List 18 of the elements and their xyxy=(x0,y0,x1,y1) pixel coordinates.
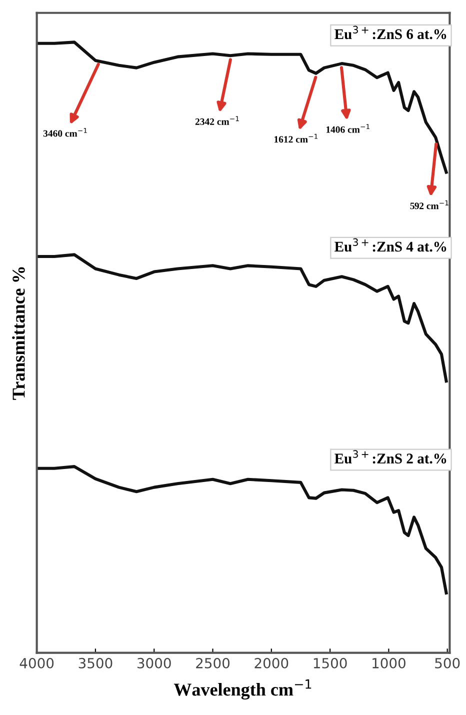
x-tick-label: 1500 xyxy=(314,658,347,668)
x-axis-title: Wavelength cm$^{−1}$ xyxy=(174,679,312,700)
x-tick-label: 1000 xyxy=(372,658,406,668)
series-label: Eu$^{3+}$:ZnS 2 at.% xyxy=(334,450,446,464)
x-tick-label: 3000 xyxy=(137,658,171,668)
annotation: 1406 cm$^{−1}$ xyxy=(326,124,370,133)
x-tick-label: 3500 xyxy=(78,658,112,668)
annotation: 2342 cm$^{−1}$ xyxy=(195,116,239,125)
y-axis-title: Transmittance % xyxy=(12,267,25,400)
annotation: 3460 cm$^{−1}$ xyxy=(43,128,87,137)
annotation: 592 cm$^{−1}$ xyxy=(410,200,448,210)
x-tick-label: 500 xyxy=(435,658,460,668)
x-tick-label: 4000 xyxy=(20,658,54,668)
annotation: 1612 cm$^{−1}$ xyxy=(274,134,318,143)
x-tick-label: 2500 xyxy=(196,658,230,668)
series-label: Eu$^{3+}$:ZnS 4 at.% xyxy=(334,238,446,252)
x-tick-label: 2000 xyxy=(254,658,288,668)
series-label: Eu$^{3+}$:ZnS 6 at.% xyxy=(334,26,446,40)
